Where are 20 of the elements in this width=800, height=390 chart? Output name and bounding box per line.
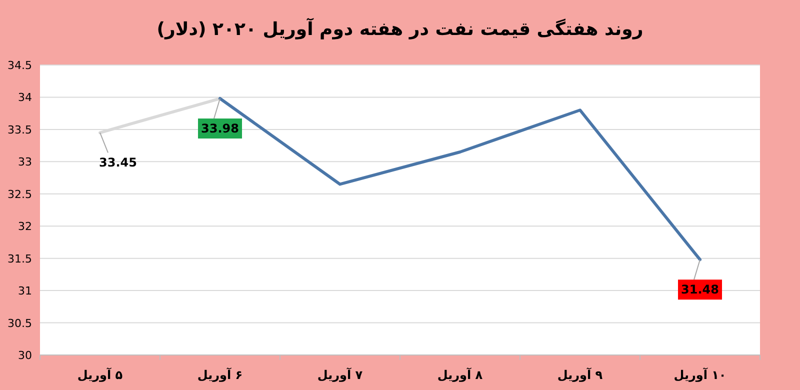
- y-tick-label: 31.5: [8, 252, 32, 266]
- x-tick-label: ۵ آوریل: [77, 367, 123, 382]
- y-tick-label: 32.5: [8, 188, 32, 201]
- x-tick-label: ۸ آوریل: [437, 367, 484, 382]
- data-label: 31.48: [681, 282, 719, 297]
- y-tick-label: 33: [18, 156, 32, 169]
- x-tick-label: ۱۰ آوریل: [674, 367, 726, 382]
- y-tick-label: 32: [18, 220, 32, 234]
- x-tick-label: ۷ آوریل: [317, 367, 364, 382]
- x-tick-label: ۹ آوریل: [557, 367, 604, 382]
- y-tick-label: 30.5: [8, 316, 32, 330]
- y-tick-label: 34: [18, 91, 32, 104]
- y-tick-label: 33.5: [8, 123, 32, 136]
- chart-title: روند هفتگی قیمت نفت در هفته دوم آوریل ۲۰۲۰ (دلار): [156, 17, 644, 40]
- x-tick-label: ۶ آوریل: [197, 367, 243, 382]
- y-tick-label: 34.5: [8, 59, 32, 72]
- y-tick-label: 30: [18, 349, 32, 362]
- y-tick-label: 31: [18, 284, 32, 298]
- data-label: 33.98: [201, 122, 239, 136]
- data-label: 33.45: [99, 156, 137, 170]
